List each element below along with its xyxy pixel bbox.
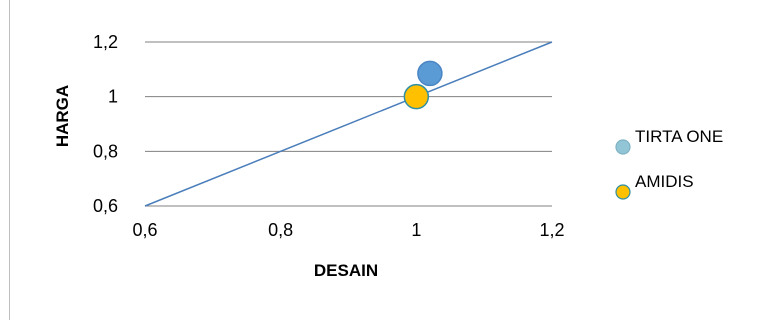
y-tick-label: 1,2 [93, 32, 118, 52]
legend-label: TIRTA ONE [635, 127, 723, 146]
x-tick-label: 0,8 [268, 220, 293, 240]
legend-label: AMIDIS [635, 172, 694, 191]
y-axis-title: HARGA [53, 85, 72, 147]
x-tick-label: 0,6 [132, 220, 157, 240]
data-points [403, 60, 443, 110]
reference-line-group [144, 41, 553, 207]
bubble-tirta-one [417, 60, 443, 87]
left-border-line [9, 0, 10, 320]
y-tick-labels: 0,6 0,8 1 1,2 [93, 32, 118, 216]
x-axis-title: DESAIN [314, 261, 378, 280]
legend: TIRTA ONE AMIDIS [615, 127, 723, 200]
grid-lines [145, 41, 552, 207]
x-tick-label: 1,2 [539, 220, 564, 240]
y-tick-label: 1 [108, 87, 118, 107]
legend-marker [615, 139, 631, 155]
y-tick-label: 0,6 [93, 196, 118, 216]
legend-marker [615, 184, 631, 200]
bubble-amidis [403, 83, 430, 110]
x-tick-labels: 0,6 0,8 1 1,2 [132, 220, 564, 240]
y-tick-label: 0,8 [93, 141, 118, 161]
x-tick-label: 1 [411, 220, 421, 240]
reference-line [144, 41, 553, 207]
